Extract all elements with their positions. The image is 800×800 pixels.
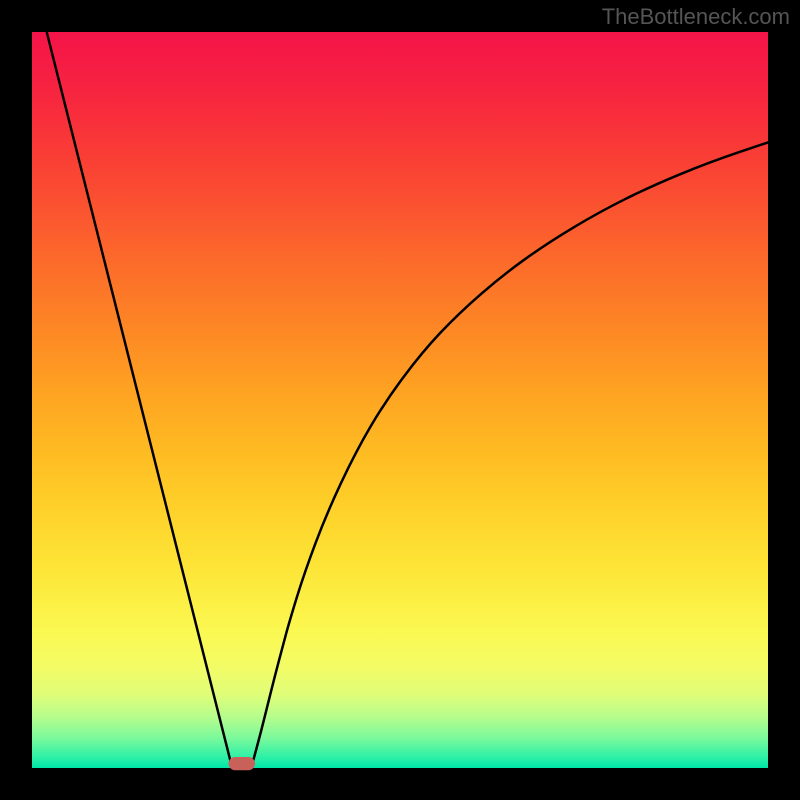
chart-container: TheBottleneck.com (0, 0, 800, 800)
chart-background (32, 32, 768, 768)
bottleneck-curve-chart (0, 0, 800, 800)
minimum-marker (229, 757, 256, 770)
